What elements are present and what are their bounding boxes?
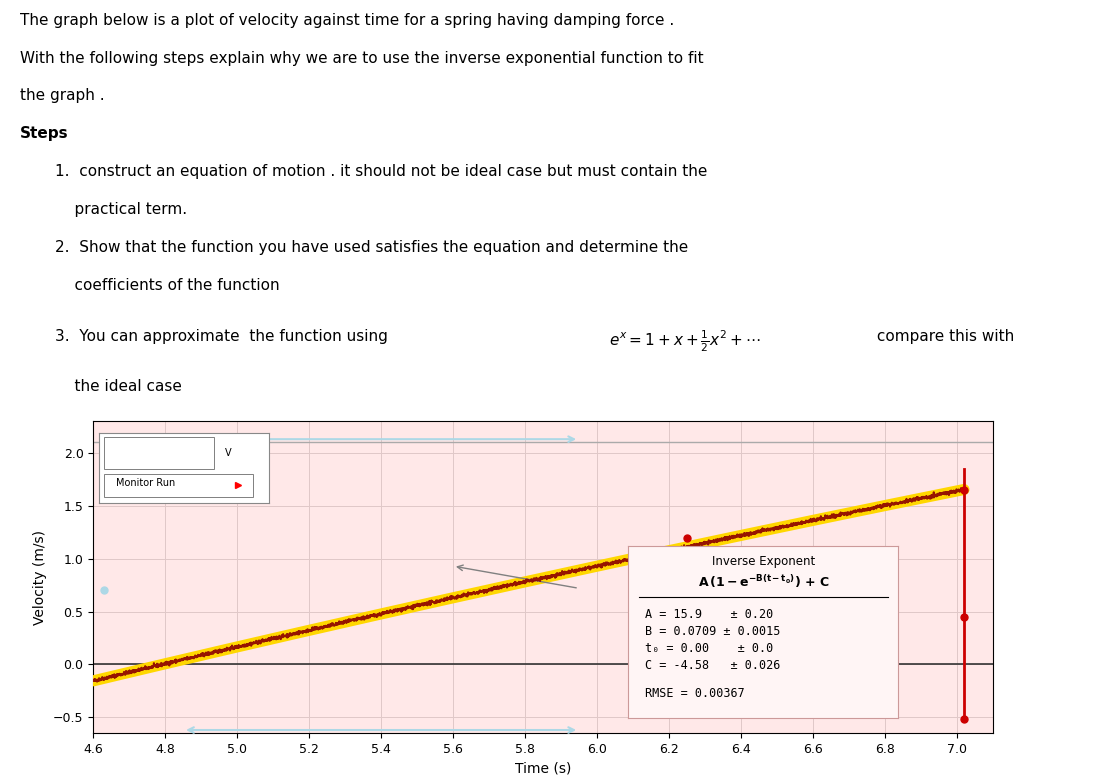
Text: A = 15.9    ± 0.20: A = 15.9 ± 0.20	[645, 608, 773, 621]
Text: t₀ = 0.00    ± 0.0: t₀ = 0.00 ± 0.0	[645, 642, 773, 655]
Text: V: V	[225, 448, 231, 458]
Text: The graph below is a plot of velocity against time for a spring having damping f: The graph below is a plot of velocity ag…	[20, 12, 674, 27]
Text: 2.  Show that the function you have used satisfies the equation and determine th: 2. Show that the function you have used …	[55, 240, 688, 255]
Text: C = -4.58   ± 0.026: C = -4.58 ± 0.026	[645, 659, 780, 672]
Text: With the following steps explain why we are to use the inverse exponential funct: With the following steps explain why we …	[20, 51, 703, 66]
Text: the ideal case: the ideal case	[55, 379, 182, 394]
Text: coefficients of the function: coefficients of the function	[55, 278, 280, 293]
Text: 3.  You can approximate  the function using: 3. You can approximate the function usin…	[55, 328, 393, 343]
Text: Steps: Steps	[20, 126, 68, 141]
Text: B = 0.0709 ± 0.0015: B = 0.0709 ± 0.0015	[645, 625, 780, 638]
Text: Monitor Run: Monitor Run	[116, 478, 176, 488]
FancyBboxPatch shape	[104, 473, 253, 498]
X-axis label: Time (s): Time (s)	[514, 761, 572, 775]
Text: 1.  construct an equation of motion . it should not be ideal case but must conta: 1. construct an equation of motion . it …	[55, 165, 708, 179]
Text: the graph .: the graph .	[20, 88, 104, 104]
Y-axis label: Velocity (m/s): Velocity (m/s)	[34, 530, 47, 625]
Text: compare this with: compare this with	[872, 328, 1015, 343]
Text: $e^x = 1 + x + \frac{1}{2}x^2 + \cdots$: $e^x = 1 + x + \frac{1}{2}x^2 + \cdots$	[609, 328, 760, 354]
Text: RMSE = 0.00367: RMSE = 0.00367	[645, 686, 745, 700]
FancyBboxPatch shape	[104, 437, 214, 470]
Text: practical term.: practical term.	[55, 202, 186, 217]
Text: Inverse Exponent: Inverse Exponent	[712, 555, 815, 568]
Text: $\bf{A\,(1-e^{-B(t-t_0)})\,+\,C}$: $\bf{A\,(1-e^{-B(t-t_0)})\,+\,C}$	[698, 573, 829, 590]
